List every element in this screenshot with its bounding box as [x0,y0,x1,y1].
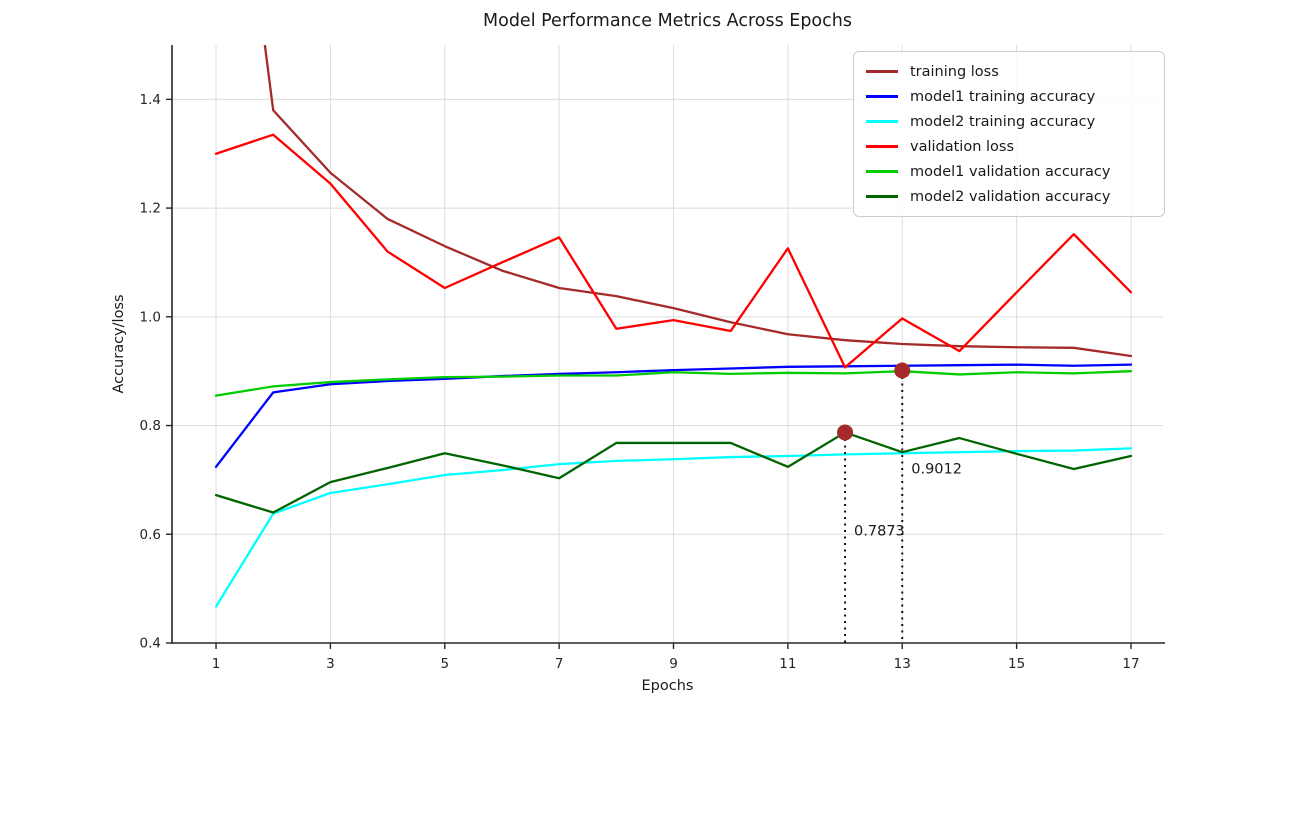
legend-item: training loss [866,59,1158,84]
legend-item: model2 training accuracy [866,109,1158,134]
x-tick-label: 11 [779,656,796,672]
x-tick-label: 15 [1008,656,1025,672]
x-axis-label: Epochs [641,678,694,694]
y-tick-label: 0.6 [140,527,161,543]
legend-label: model1 validation accuracy [910,163,1111,180]
series-line-model1-validation-accuracy [214,370,1133,397]
y-tick-label: 1.0 [140,309,161,325]
legend-item: model1 validation accuracy [866,159,1158,184]
legend-swatch [866,95,898,98]
legend-label: training loss [910,63,999,80]
x-tick-label: 5 [440,656,449,672]
chart-title: Model Performance Metrics Across Epochs [483,11,852,31]
legend-swatch [866,145,898,148]
legend: training loss model1 training accuracy mod… [853,51,1165,217]
annotation-label: 0.7873 [854,523,905,539]
series-line-model2-training-accuracy [214,447,1133,608]
line-chart: 1 3 5 7 9 11 13 15 170.40.60.81.01.21.40.78730.9… [140,45,1165,672]
y-tick-label: 1.2 [140,201,161,217]
legend-item: model1 training accuracy [866,84,1158,109]
legend-label: validation loss [910,138,1015,155]
legend-swatch [866,170,898,173]
annotation-dot [894,362,911,379]
annotation-dot [837,424,854,441]
legend-label: model1 training accuracy [910,88,1096,105]
series-line-training-loss [263,45,1133,358]
annotation-label: 0.9012 [911,462,962,478]
legend-item: model2 validation accuracy [866,184,1158,209]
series-line-model1-training-accuracy [214,363,1133,469]
legend-item: validation loss [866,134,1158,159]
legend-swatch [866,195,898,198]
y-axis-label: Accuracy/loss [111,294,127,394]
legend-label: model2 training accuracy [910,113,1096,130]
y-tick-label: 0.8 [140,418,161,434]
legend-swatch [866,120,898,123]
y-tick-label: 1.4 [140,92,161,108]
x-tick-label: 3 [326,656,335,672]
x-tick-label: 1 [212,656,221,672]
legend-swatch [866,70,898,73]
y-tick-label: 0.4 [140,636,161,652]
x-tick-label: 9 [669,656,678,672]
series-line-model2-validation-accuracy [214,431,1133,514]
legend-label: model2 validation accuracy [910,188,1111,205]
x-tick-label: 17 [1122,656,1139,672]
x-tick-label: 13 [894,656,911,672]
series-line-validation-loss [214,133,1133,369]
x-tick-label: 7 [555,656,564,672]
